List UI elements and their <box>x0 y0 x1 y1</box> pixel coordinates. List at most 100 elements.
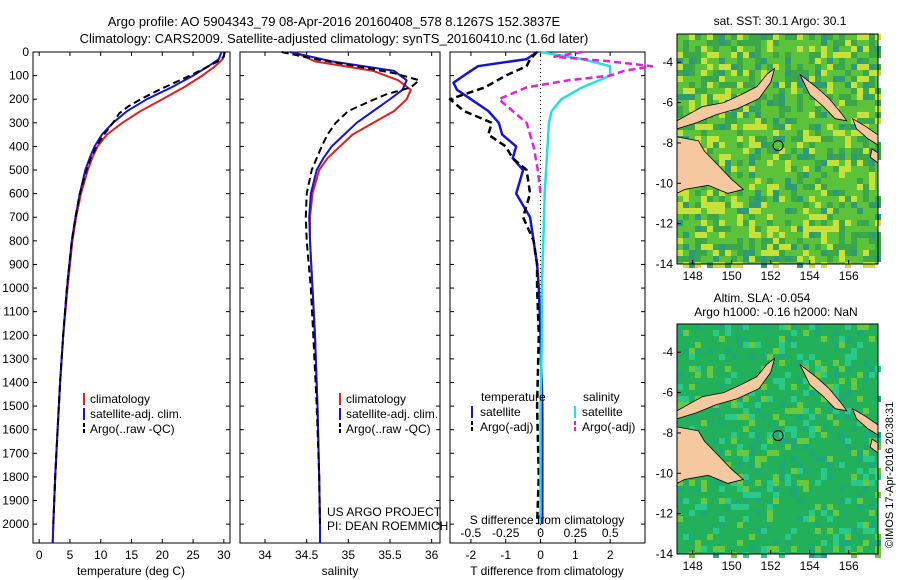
map-cell <box>677 486 683 492</box>
map-cell <box>857 546 863 552</box>
map-cell <box>797 34 803 40</box>
map-cell <box>791 244 797 250</box>
map-cell <box>851 64 857 70</box>
map-cell <box>797 178 803 184</box>
map-cell <box>815 160 821 166</box>
argo-position-marker <box>772 140 784 152</box>
map-cell <box>833 208 839 214</box>
map-cell <box>683 124 689 130</box>
map-cell <box>863 88 869 94</box>
map-cell <box>737 142 743 148</box>
map-cell <box>839 396 845 402</box>
map-cell <box>677 130 683 136</box>
x-tick-label: 5 <box>67 548 74 562</box>
map-cell <box>731 118 737 124</box>
map-cell <box>701 82 707 88</box>
legend-label-argo: Argo(..raw -QC) <box>346 422 431 436</box>
map-cell <box>863 112 869 118</box>
map-cell <box>833 190 839 196</box>
y-tick-label: 1500 <box>2 399 29 413</box>
map-cell <box>791 70 797 76</box>
map-cell <box>767 178 773 184</box>
map-cell <box>773 34 779 40</box>
map-cell <box>689 124 695 130</box>
map-cell <box>815 456 821 462</box>
map-cell <box>791 342 797 348</box>
map-cell <box>737 34 743 40</box>
map-cell <box>677 208 683 214</box>
map-cell <box>719 244 725 250</box>
map-cell <box>707 148 713 154</box>
map-cell <box>833 546 839 552</box>
map-cell <box>695 226 701 232</box>
map-cell <box>701 480 707 486</box>
lat-tick-label: -6 <box>662 386 673 400</box>
map-cell <box>839 64 845 70</box>
map-cell <box>863 262 869 268</box>
map-cell <box>833 360 839 366</box>
map-cell <box>815 124 821 130</box>
map-cell <box>767 504 773 510</box>
map-cell <box>701 76 707 82</box>
map-cell <box>779 420 785 426</box>
map-cell <box>863 408 869 414</box>
map-cell <box>773 154 779 160</box>
map-cell <box>761 34 767 40</box>
map-cell <box>833 372 839 378</box>
map-cell <box>737 324 743 330</box>
map-cell <box>839 528 845 534</box>
map-cell <box>725 262 731 268</box>
map-cell <box>773 226 779 232</box>
map-cell <box>701 130 707 136</box>
map-cell <box>677 220 683 226</box>
map-cell <box>725 94 731 100</box>
map-cell <box>719 160 725 166</box>
map-cell <box>707 124 713 130</box>
map-cell <box>731 504 737 510</box>
map-cell <box>749 450 755 456</box>
map-cell <box>701 58 707 64</box>
map-cell <box>737 208 743 214</box>
map-cell <box>869 366 875 372</box>
map-cell <box>737 160 743 166</box>
map-cell <box>749 214 755 220</box>
map-cell <box>731 196 737 202</box>
map-cell <box>821 250 827 256</box>
map-cell <box>863 456 869 462</box>
map-cell <box>845 438 851 444</box>
map-cell <box>743 396 749 402</box>
lat-tick-label: -8 <box>662 136 673 150</box>
map-cell <box>761 202 767 208</box>
map-cell <box>743 82 749 88</box>
map-cell <box>743 450 749 456</box>
map-cell <box>731 372 737 378</box>
map-cell <box>869 46 875 52</box>
map-cell <box>827 202 833 208</box>
map-cell <box>743 552 749 558</box>
map-cell <box>839 190 845 196</box>
map-cell <box>821 262 827 268</box>
legend-label-s-satellite: satellite <box>582 405 623 419</box>
map-cell <box>821 136 827 142</box>
map-cell <box>809 46 815 52</box>
map-cell <box>851 88 857 94</box>
series-satellite-adj-clim <box>51 51 223 544</box>
map-cell <box>809 52 815 58</box>
map-cell <box>683 46 689 52</box>
map-cell <box>719 58 725 64</box>
map-cell <box>851 450 857 456</box>
map-cell <box>803 172 809 178</box>
map-cell <box>761 414 767 420</box>
map-cell <box>749 354 755 360</box>
map-cell <box>755 190 761 196</box>
map-cell <box>689 250 695 256</box>
map-cell <box>827 408 833 414</box>
map-cell <box>749 166 755 172</box>
project-line-1: US ARGO PROJECT <box>327 505 442 519</box>
map-cell <box>713 250 719 256</box>
map-cell <box>719 124 725 130</box>
map-cell <box>869 468 875 474</box>
map-cell <box>737 52 743 58</box>
map-cell <box>683 88 689 94</box>
